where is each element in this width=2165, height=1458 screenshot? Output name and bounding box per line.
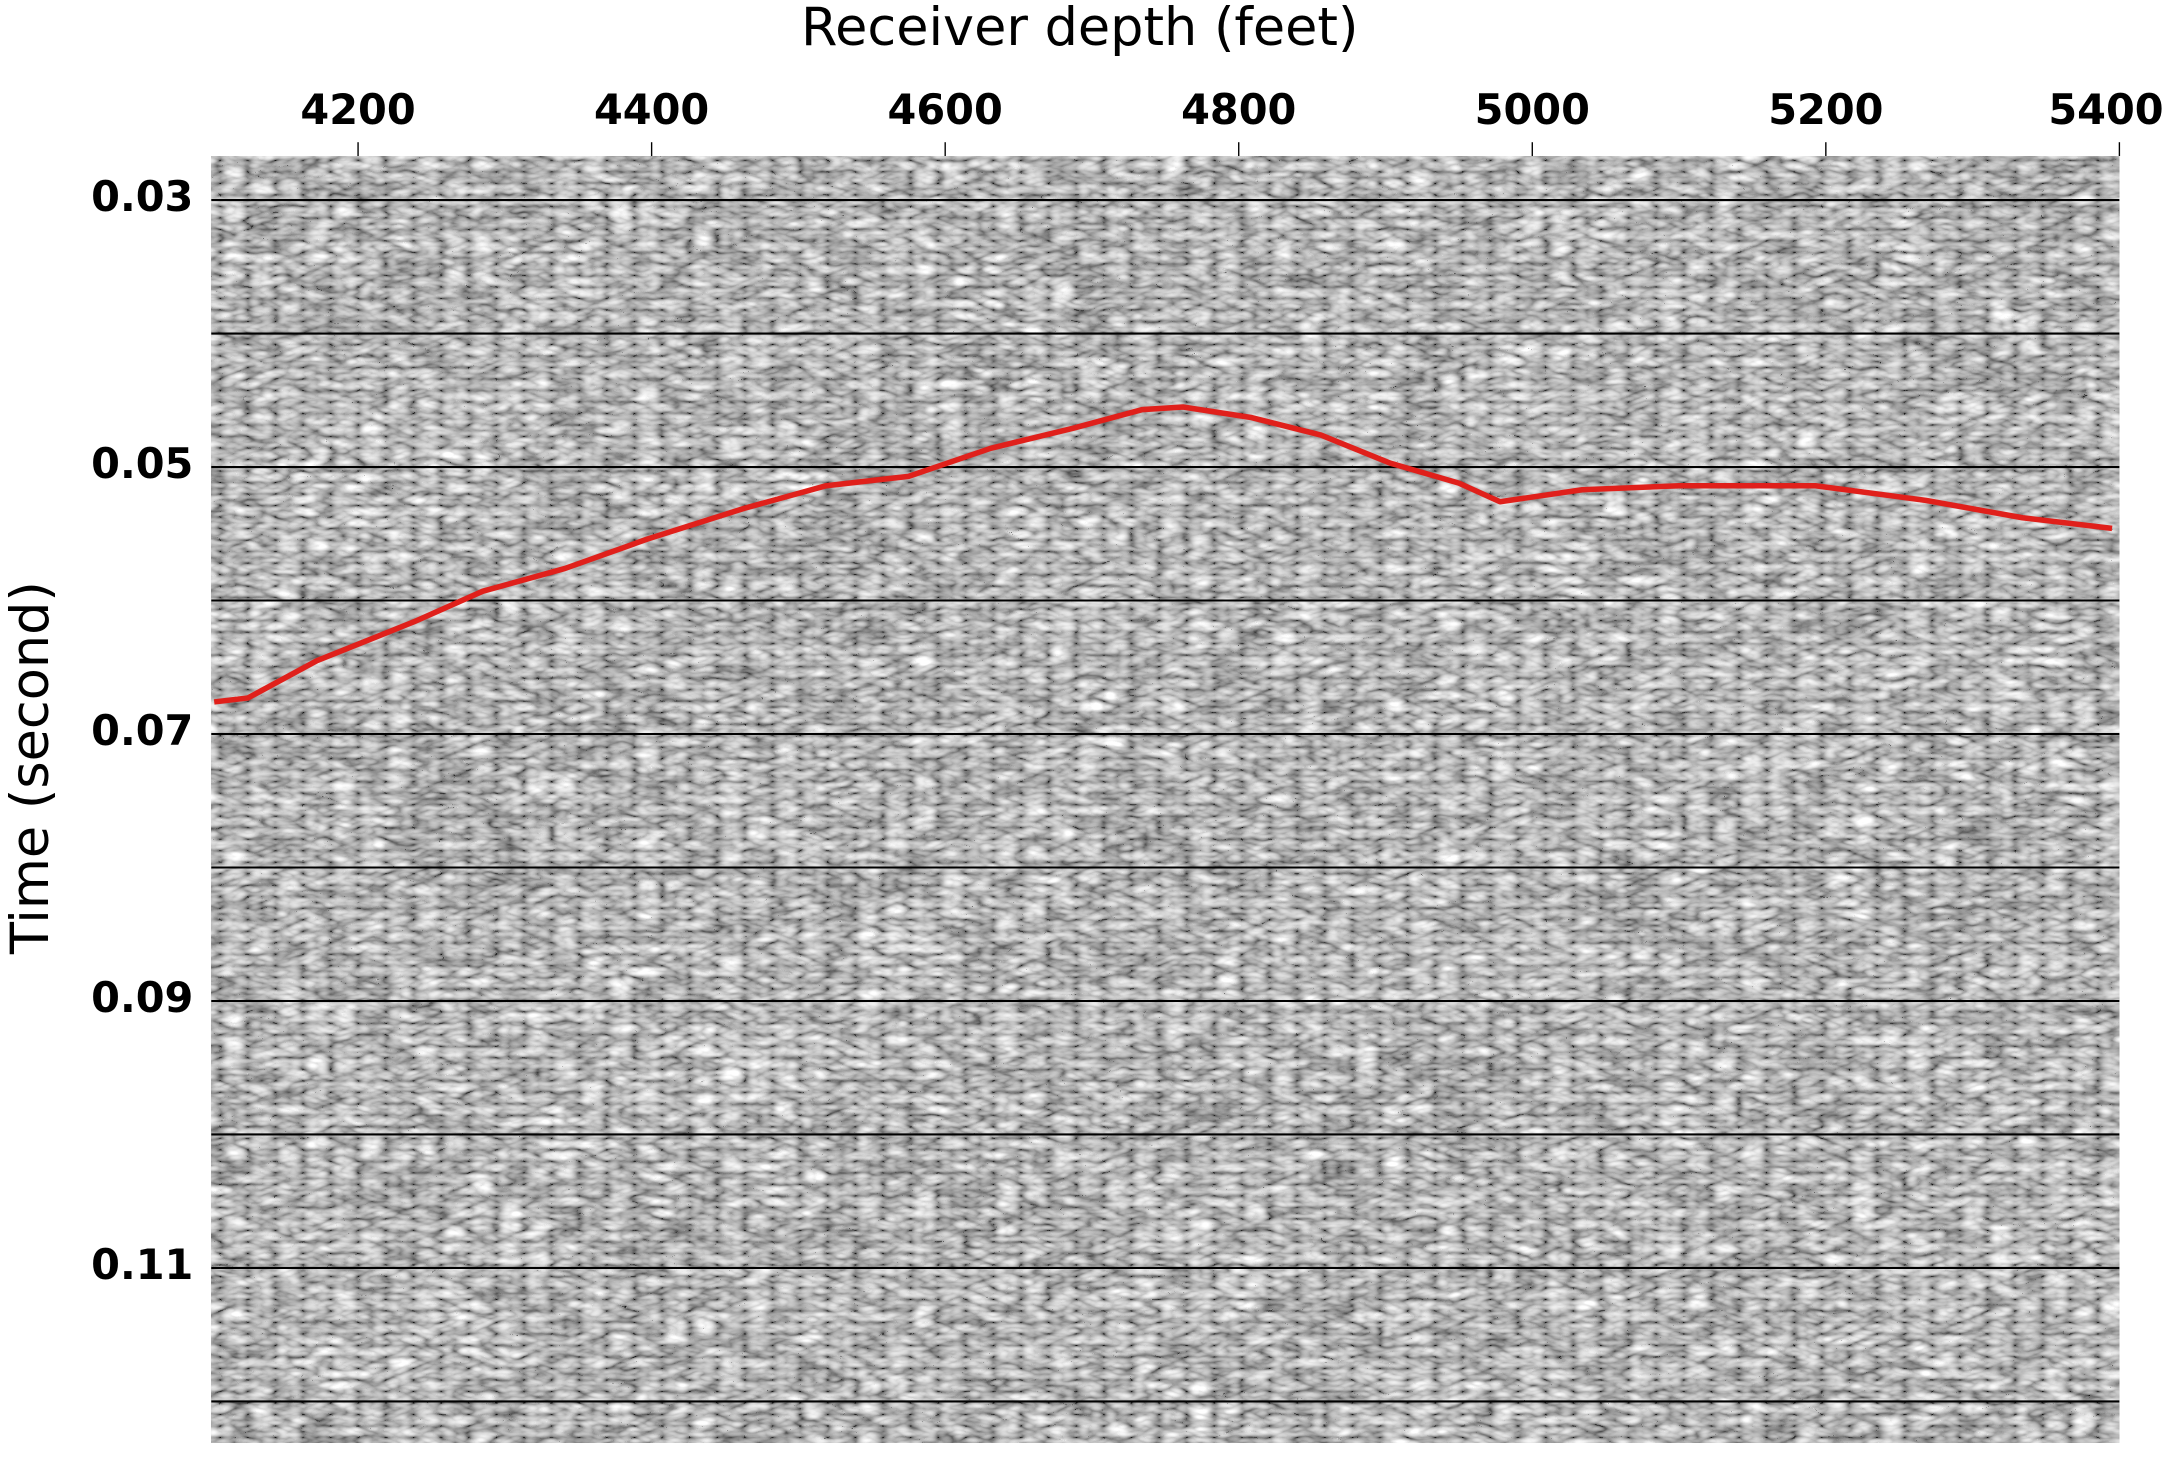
x-tick-label: 5200 [1768, 86, 1883, 134]
y-tick-label: 0.11 [91, 1241, 193, 1289]
x-tick-label: 4200 [300, 86, 415, 134]
y-tick-label: 0.07 [91, 707, 193, 755]
x-tick-label: 4400 [594, 86, 709, 134]
x-axis-label: Receiver depth (feet) [801, 0, 1358, 58]
x-tick-label: 5000 [1475, 86, 1590, 134]
x-tick-label: 5400 [2048, 86, 2163, 134]
picked-line [213, 404, 2113, 705]
y-tick-label: 0.05 [91, 440, 193, 488]
seismic-image [211, 156, 2120, 1443]
x-tick-label: 4600 [888, 86, 1003, 134]
y-tick-label: 0.09 [91, 974, 193, 1022]
y-tick-label: 0.03 [91, 173, 193, 221]
x-tick-label: 4800 [1181, 86, 1296, 134]
y-axis-label: Time (second) [0, 581, 61, 955]
